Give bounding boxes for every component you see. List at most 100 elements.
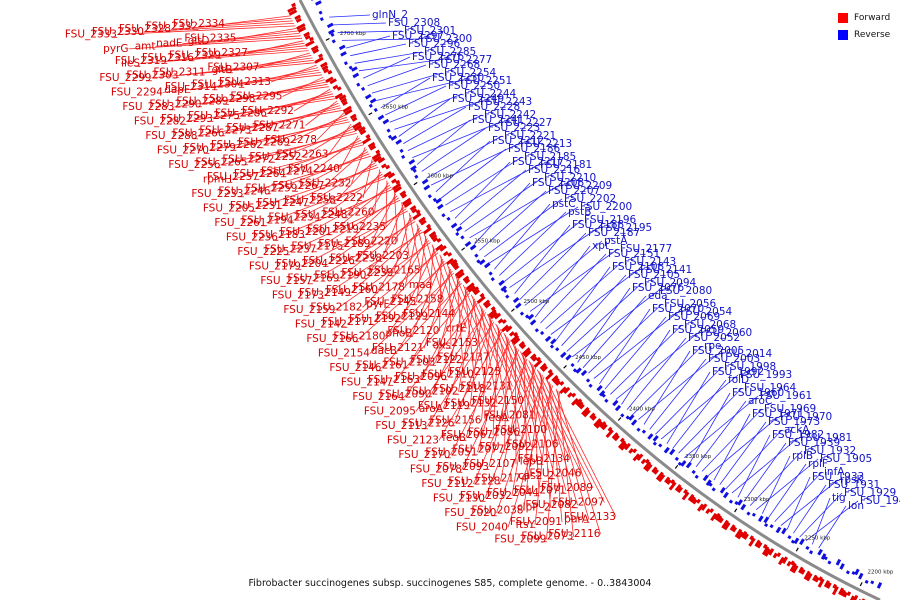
reverse-gene-label: FSU_1931 bbox=[828, 479, 880, 491]
forward-connector bbox=[461, 349, 520, 470]
forward-gene bbox=[710, 512, 718, 522]
forward-gene bbox=[422, 226, 432, 235]
forward-gene-label: FSU_2145 bbox=[364, 296, 416, 308]
reverse-gene bbox=[751, 512, 756, 517]
forward-gene bbox=[428, 230, 437, 238]
forward-gene-label: FSU_2038 bbox=[471, 504, 523, 516]
genome-backbone-arc bbox=[298, 0, 881, 600]
forward-connector bbox=[450, 340, 511, 456]
legend-forward: Forward bbox=[838, 9, 890, 26]
forward-gene-label: FSU_2194 bbox=[241, 214, 293, 226]
forward-gene bbox=[373, 155, 382, 163]
forward-gene bbox=[748, 537, 756, 547]
forward-gene bbox=[800, 568, 806, 575]
reverse-gene-label: FSU_2187 bbox=[588, 227, 640, 239]
forward-connector bbox=[231, 144, 364, 180]
forward-gene-label: FSU_2099 bbox=[494, 533, 546, 545]
forward-gene-label: FSU_2146 bbox=[329, 362, 381, 374]
forward-gene bbox=[320, 61, 328, 68]
forward-gene-label: FSU_2123 bbox=[387, 434, 439, 446]
forward-gene bbox=[375, 149, 381, 155]
forward-connector bbox=[316, 197, 399, 250]
reverse-gene-label: glnN_2 bbox=[372, 9, 408, 21]
forward-gene bbox=[365, 134, 371, 139]
forward-gene bbox=[683, 488, 688, 495]
reverse-gene bbox=[614, 404, 622, 412]
forward-gene-label: FSU_2256 bbox=[168, 159, 220, 171]
forward-gene bbox=[312, 48, 320, 54]
forward-connector bbox=[301, 126, 353, 158]
forward-gene-label: FSU_2020 bbox=[444, 507, 496, 519]
forward-gene-label: FSU_2265 bbox=[195, 156, 247, 168]
forward-gene-label: FSU_2219 bbox=[307, 224, 359, 236]
forward-gene bbox=[391, 182, 402, 191]
reverse-gene bbox=[328, 29, 335, 35]
forward-gene bbox=[687, 493, 695, 502]
forward-gene bbox=[291, 2, 297, 8]
forward-connector bbox=[305, 100, 338, 126]
reverse-gene bbox=[423, 184, 431, 191]
forward-gene-label: FSU_2247 bbox=[257, 197, 309, 209]
reverse-gene bbox=[764, 522, 769, 528]
reverse-gene bbox=[478, 259, 486, 266]
scale-tick bbox=[734, 508, 738, 513]
forward-connector bbox=[285, 139, 362, 175]
reverse-gene bbox=[647, 433, 654, 440]
forward-gene-label: FSU_2096 bbox=[395, 371, 447, 383]
forward-gene-label: clpP_2 bbox=[517, 502, 551, 514]
forward-gene bbox=[696, 503, 705, 512]
forward-gene bbox=[591, 415, 597, 421]
reverse-gene-label: FSU_2213 bbox=[520, 138, 572, 150]
forward-gene-label: FSU_2225 bbox=[237, 246, 289, 258]
reverse-gene bbox=[343, 61, 348, 66]
forward-swatch bbox=[838, 12, 848, 23]
forward-connector bbox=[511, 365, 535, 496]
reverse-gene bbox=[331, 39, 336, 44]
reverse-gene bbox=[711, 487, 716, 492]
forward-connector bbox=[473, 358, 528, 485]
forward-gene-label: FSU_2119 bbox=[418, 400, 470, 412]
reverse-gene bbox=[845, 570, 850, 575]
forward-gene-label: FSU_2334 bbox=[173, 18, 225, 30]
forward-gene bbox=[401, 193, 407, 199]
forward-gene bbox=[823, 580, 830, 588]
forward-gene bbox=[473, 289, 481, 296]
reverse-connector bbox=[493, 203, 551, 270]
scale-tick-label: 2450 kbp bbox=[575, 355, 601, 361]
forward-gene bbox=[589, 412, 596, 419]
forward-gene-label: FSU_2144 bbox=[403, 308, 455, 320]
forward-gene bbox=[826, 582, 832, 589]
forward-gene-label: FSU_2220 bbox=[345, 236, 397, 248]
scale-tick bbox=[859, 582, 863, 587]
forward-gene-label: FSU_2116 bbox=[548, 528, 600, 540]
reverse-gene bbox=[446, 216, 451, 221]
forward-connector bbox=[170, 20, 293, 30]
reverse-gene-label: FSU_2200 bbox=[580, 201, 632, 213]
reverse-gene-track bbox=[311, 0, 883, 589]
forward-gene-label: FSU_2274 bbox=[261, 166, 313, 178]
forward-gene bbox=[778, 556, 785, 566]
reverse-gene bbox=[529, 319, 537, 326]
forward-gene bbox=[545, 371, 554, 381]
forward-connector bbox=[534, 383, 552, 525]
reverse-connector bbox=[464, 177, 543, 232]
forward-gene bbox=[791, 564, 799, 574]
forward-gene bbox=[418, 216, 426, 224]
scale-tick-label: 2250 kbp bbox=[804, 535, 830, 541]
reverse-gene-label: rplF bbox=[808, 458, 828, 470]
reverse-gene bbox=[734, 500, 739, 506]
forward-gene-label: FSU_2091 bbox=[510, 516, 562, 528]
forward-gene bbox=[632, 448, 638, 454]
reverse-gene-label: FSU_2241 bbox=[472, 114, 524, 126]
forward-gene-label: FSU_2178 bbox=[353, 282, 405, 294]
forward-connector bbox=[185, 98, 336, 122]
forward-gene bbox=[349, 113, 357, 120]
reverse-gene-label: pstB bbox=[568, 206, 591, 218]
reverse-connector bbox=[398, 98, 451, 137]
forward-connector bbox=[546, 392, 560, 540]
forward-gene-label: FSU_2132 bbox=[445, 398, 497, 410]
forward-gene bbox=[361, 137, 372, 145]
forward-gene-label: FSU_2235 bbox=[334, 221, 386, 233]
reverse-gene-label: lon bbox=[848, 500, 864, 512]
reverse-gene-label: FSU_2014 bbox=[720, 348, 772, 360]
